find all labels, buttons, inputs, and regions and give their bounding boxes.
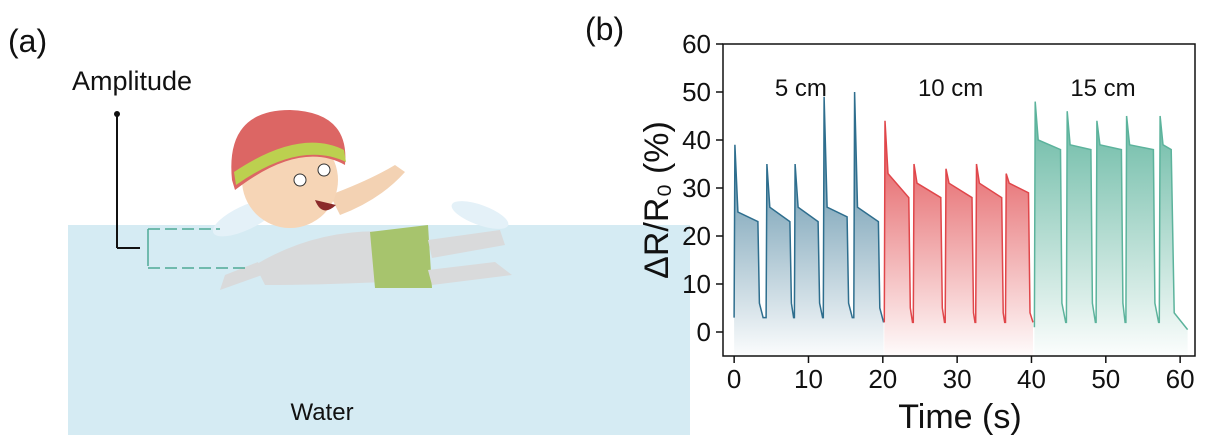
- arm: [330, 165, 405, 215]
- y-axis-label: ΔR/R₀ (%): [638, 121, 676, 279]
- water-label: Water: [290, 399, 353, 426]
- x-tick-label: 0: [727, 364, 741, 394]
- series-label: 15 cm: [1070, 75, 1135, 102]
- x-tick-label: 30: [943, 364, 972, 394]
- y-tick-label: 50: [682, 77, 711, 107]
- y-tick-label: 10: [682, 269, 711, 299]
- illustration: (a) Amplitude Water: [8, 23, 690, 435]
- x-tick-label: 20: [868, 364, 897, 394]
- panel-label: (a): [8, 23, 47, 59]
- line: [733, 91, 885, 323]
- amplitude-label: Amplitude: [72, 66, 192, 96]
- splash: [451, 201, 509, 229]
- x-tick-label: 10: [794, 364, 823, 394]
- area: [734, 92, 884, 356]
- y-tick-label: 40: [682, 125, 711, 155]
- line: [1033, 101, 1189, 331]
- mouth: [315, 200, 336, 211]
- panel-label: (b): [585, 11, 624, 47]
- line: [883, 120, 1034, 324]
- series-label: 5 cm: [775, 75, 827, 102]
- legs: [428, 230, 512, 285]
- area: [884, 120, 1033, 356]
- x-tick-label: 60: [1166, 364, 1195, 394]
- arm: [220, 262, 262, 290]
- shorts: [370, 225, 432, 288]
- cap-band: [234, 142, 346, 185]
- plot-frame: [722, 43, 1196, 357]
- y-tick-label: 30: [682, 173, 711, 203]
- x-tick-label: 50: [1091, 364, 1120, 394]
- x-tick-label: 40: [1017, 364, 1046, 394]
- area: [1034, 101, 1188, 356]
- y-tick-label: 60: [682, 29, 711, 59]
- x-axis-label: Time (s): [898, 398, 1021, 435]
- series-label: 10 cm: [918, 75, 983, 102]
- y-tick-label: 20: [682, 221, 711, 251]
- y-tick-label: 0: [697, 317, 711, 347]
